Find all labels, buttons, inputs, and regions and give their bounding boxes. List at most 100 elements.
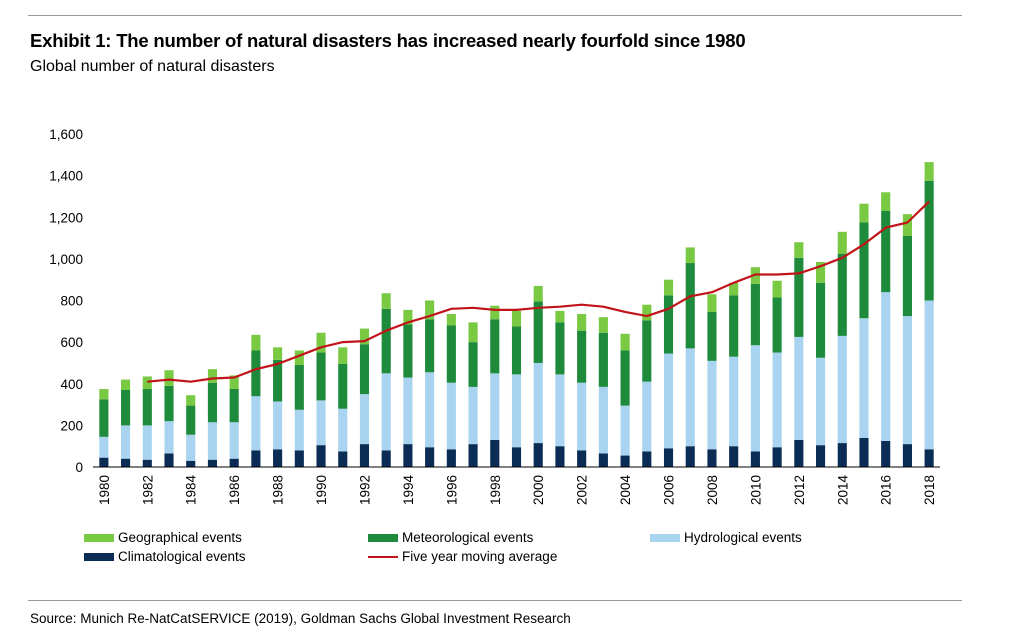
bar-geographical-1991 [338, 347, 348, 364]
bar-geographical-1998 [490, 305, 500, 320]
bar-geographical-1994 [403, 309, 413, 325]
bar-meteorological-2007 [685, 263, 695, 349]
bar-climatological-2002 [577, 450, 587, 467]
bar-hydrological-1999 [511, 374, 522, 448]
bar-climatological-1981 [121, 458, 131, 467]
bar-meteorological-1995 [425, 319, 435, 373]
bar-hydrological-2018 [924, 300, 934, 450]
bar-meteorological-1990 [316, 352, 326, 401]
bar-climatological-2008 [707, 449, 717, 467]
x-tick-label: 2000 [531, 475, 546, 505]
bar-geographical-2013 [815, 261, 826, 283]
bar-climatological-1983 [164, 453, 174, 467]
bar-climatological-2004 [620, 455, 630, 467]
bar-meteorological-1980 [99, 399, 109, 437]
bar-hydrological-1993 [381, 373, 391, 451]
bar-geographical-2001 [555, 310, 565, 323]
bar-climatological-2010 [750, 451, 760, 467]
bar-climatological-1987 [251, 450, 261, 467]
bar-meteorological-2000 [533, 301, 543, 363]
bar-climatological-2011 [772, 447, 782, 467]
bar-geographical-1997 [468, 322, 478, 343]
bar-meteorological-1987 [251, 350, 261, 397]
y-tick-label: 600 [60, 335, 83, 350]
x-tick-label: 2014 [835, 475, 850, 506]
bar-hydrological-1998 [490, 373, 500, 440]
x-tick-label: 2012 [792, 475, 807, 505]
bar-climatological-1998 [490, 439, 500, 467]
bar-geographical-1996 [446, 314, 456, 326]
x-tick-label: 2006 [662, 475, 677, 505]
bar-climatological-2015 [859, 437, 869, 467]
bar-climatological-2018 [924, 449, 934, 467]
x-tick-label: 2008 [705, 475, 720, 505]
bar-hydrological-1992 [359, 394, 370, 445]
bar-geographical-1984 [186, 395, 196, 406]
bar-meteorological-2003 [598, 332, 608, 387]
bar-meteorological-1992 [359, 344, 370, 395]
bar-hydrological-1982 [142, 425, 152, 460]
bar-geographical-2007 [685, 247, 695, 264]
bar-hydrological-1988 [273, 401, 283, 450]
x-tick-label: 1990 [314, 475, 329, 505]
bar-geographical-1986 [229, 375, 239, 389]
x-tick-label: 1982 [140, 475, 155, 505]
bar-geographical-2006 [663, 279, 674, 296]
bar-geographical-2000 [533, 285, 543, 302]
x-tick-label: 1986 [227, 475, 242, 505]
x-tick-label: 2002 [575, 475, 590, 505]
y-tick-label: 0 [75, 460, 83, 475]
bar-hydrological-1987 [251, 396, 261, 451]
bar-geographical-1999 [511, 310, 522, 327]
bar-hydrological-1983 [164, 421, 174, 454]
bar-meteorological-1985 [207, 382, 218, 423]
y-tick-label: 200 [60, 418, 83, 433]
bar-geographical-2009 [729, 282, 739, 296]
bar-meteorological-1983 [164, 385, 174, 422]
bar-hydrological-1981 [121, 425, 131, 459]
bar-geographical-2004 [620, 333, 630, 351]
bar-geographical-2014 [837, 231, 847, 254]
bar-climatological-1980 [99, 457, 109, 467]
bar-hydrological-2003 [598, 386, 608, 454]
bar-hydrological-1980 [99, 436, 109, 458]
bar-climatological-1988 [273, 449, 283, 467]
bar-meteorological-2001 [555, 322, 565, 375]
bar-climatological-2012 [794, 439, 804, 467]
x-tick-label: 1998 [488, 475, 503, 505]
bar-climatological-1991 [338, 451, 348, 467]
x-tick-label: 2004 [618, 475, 633, 506]
bar-hydrological-1997 [468, 386, 478, 445]
bar-geographical-2012 [794, 242, 804, 258]
bar-geographical-1987 [251, 334, 261, 351]
bar-geographical-1989 [294, 350, 304, 366]
bar-geographical-2011 [772, 280, 782, 298]
bar-meteorological-1986 [229, 388, 239, 423]
bar-hydrological-2009 [729, 356, 739, 447]
moving-average-line [147, 200, 930, 383]
bar-geographical-2015 [859, 203, 869, 223]
bar-geographical-1990 [316, 332, 326, 353]
bar-geographical-2008 [707, 294, 717, 312]
x-tick-label: 1988 [271, 475, 286, 505]
bar-hydrological-2014 [837, 335, 847, 444]
bar-hydrological-2008 [707, 360, 717, 450]
bar-hydrological-2016 [881, 292, 891, 441]
bar-climatological-1982 [142, 459, 152, 467]
bar-hydrological-2015 [859, 318, 869, 438]
bar-climatological-1993 [381, 450, 391, 467]
bar-meteorological-1991 [338, 363, 348, 409]
bar-climatological-2001 [555, 446, 565, 467]
bar-hydrological-2013 [815, 357, 826, 446]
bar-meteorological-2016 [881, 211, 891, 293]
bar-hydrological-2004 [620, 405, 630, 456]
bar-climatological-2009 [729, 446, 739, 467]
bar-climatological-2005 [642, 451, 652, 467]
bar-hydrological-2001 [555, 374, 565, 447]
bar-hydrological-1995 [425, 372, 435, 448]
x-tick-label: 1984 [184, 475, 199, 506]
x-tick-label: 1992 [357, 475, 372, 505]
bar-climatological-2016 [881, 440, 891, 467]
bar-geographical-1993 [381, 293, 391, 309]
bar-meteorological-2011 [772, 297, 782, 353]
